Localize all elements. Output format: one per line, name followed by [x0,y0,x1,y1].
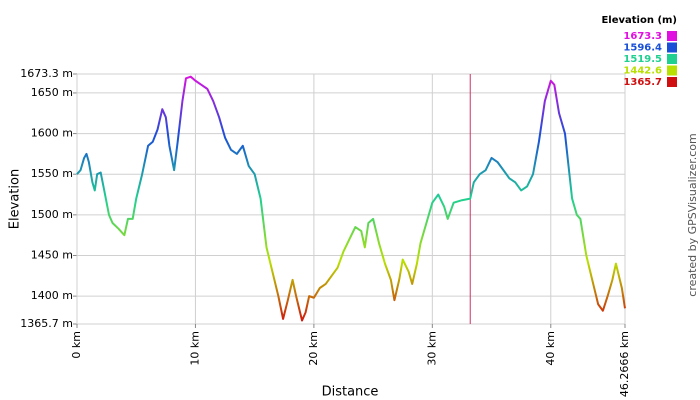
legend-swatch [667,77,677,87]
y-tick-label: 1500 m [31,208,73,221]
y-tick-label: 1650 m [31,86,73,99]
y-axis-label: Elevation [8,169,23,229]
credit: created by GPSVisualizer.com [686,133,699,296]
x-tick-label: 40 km [544,331,557,366]
x-tick-label: 46.2666 km [618,331,631,397]
legend-swatch [667,31,677,41]
x-tick-label: 10 km [188,331,201,366]
y-tick-label: 1400 m [31,289,73,302]
legend-swatch [667,65,677,76]
x-axis-label: Distance [322,385,379,400]
legend-swatch [667,54,677,64]
x-tick-label: 0 km [70,331,83,359]
y-tick-label: 1600 m [31,127,73,140]
y-tick-label: 1450 m [31,248,73,261]
legend-label: 1596.4 [623,43,662,54]
legend-label: 1673.3 [623,31,662,42]
elevation-line [76,75,626,322]
y-tick-label: 1365.7 m [20,317,73,330]
x-tick-label: 30 km [425,331,438,366]
legend-swatch [667,42,677,53]
y-tick-label: 1550 m [31,167,73,180]
legend-label: 1519.5 [623,54,662,65]
x-tick-label: 20 km [307,331,320,366]
legend-label: 1442.6 [623,66,662,77]
legend-title: Elevation (m) [601,15,677,26]
legend-label: 1365.7 [623,77,662,88]
y-tick-label: 1673.3 m [20,67,73,80]
